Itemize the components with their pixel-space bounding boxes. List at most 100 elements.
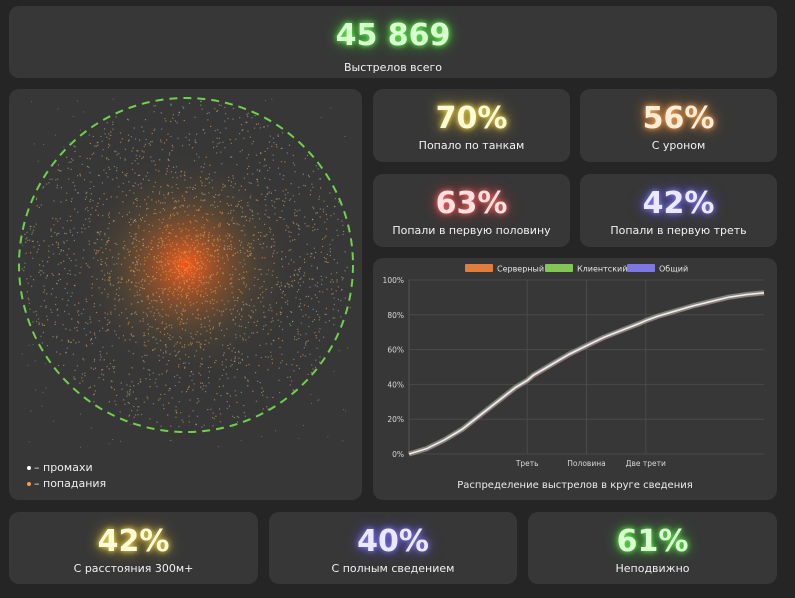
miss-point — [304, 158, 306, 160]
miss-point — [316, 268, 318, 270]
hit-point — [104, 262, 106, 264]
miss-point — [157, 244, 159, 246]
miss-point — [59, 170, 61, 172]
miss-point — [333, 317, 336, 319]
miss-point — [202, 200, 204, 202]
miss-point — [106, 352, 108, 354]
hit-point — [178, 366, 180, 368]
miss-point — [252, 218, 254, 220]
miss-point — [203, 263, 205, 265]
hit-point — [271, 238, 273, 240]
legend-swatch — [545, 264, 573, 272]
miss-point — [312, 218, 314, 220]
hit-point — [236, 368, 238, 370]
hit-point — [213, 227, 215, 229]
hit-point — [201, 358, 203, 360]
hit-point — [149, 144, 151, 146]
miss-point — [346, 266, 348, 269]
hit-point — [257, 238, 259, 240]
hit-point — [192, 279, 194, 281]
hit-point — [160, 237, 162, 239]
miss-point — [113, 366, 116, 368]
hit-point — [48, 256, 50, 258]
miss-point — [245, 303, 247, 305]
miss-point — [242, 129, 244, 131]
miss-point — [312, 186, 314, 188]
hit-point — [168, 337, 170, 339]
miss-point — [347, 347, 349, 349]
hit-point — [261, 387, 263, 389]
hit-point — [126, 317, 128, 319]
miss-point — [178, 381, 180, 383]
hit-point — [196, 341, 198, 343]
legend-misses: – промахи — [27, 461, 93, 474]
miss-point — [178, 248, 180, 250]
hit-point — [143, 229, 145, 232]
miss-point — [219, 310, 221, 312]
miss-point — [290, 249, 292, 251]
miss-point — [118, 300, 120, 302]
miss-point — [161, 148, 163, 151]
hit-point — [161, 238, 163, 240]
hit-point — [97, 144, 99, 146]
miss-point — [139, 206, 141, 208]
miss-point — [231, 282, 233, 284]
miss-point — [122, 335, 124, 337]
miss-point — [251, 310, 253, 312]
miss-point — [209, 320, 211, 322]
miss-point — [154, 128, 156, 130]
miss-point — [210, 255, 212, 257]
miss-point — [214, 171, 216, 174]
miss-point — [99, 198, 101, 200]
miss-point — [230, 156, 232, 158]
chart-title: Распределение выстрелов в круге сведения — [457, 480, 693, 491]
miss-point — [70, 295, 72, 297]
hit-point — [304, 261, 306, 263]
hit-point — [234, 252, 236, 254]
miss-point — [133, 185, 135, 187]
miss-point — [91, 153, 93, 156]
miss-point — [90, 427, 92, 429]
miss-point — [253, 284, 255, 287]
miss-point — [310, 256, 312, 258]
miss-point — [140, 219, 142, 221]
miss-point — [164, 327, 166, 329]
miss-point — [64, 287, 66, 289]
hit-point — [179, 358, 181, 360]
y-tick-label: 40% — [387, 380, 404, 389]
miss-point — [85, 196, 88, 198]
miss-point — [56, 234, 58, 236]
miss-point — [72, 339, 75, 341]
hit-point — [229, 283, 231, 285]
hit-point — [263, 305, 265, 307]
hit-point — [284, 161, 286, 163]
miss-point — [66, 292, 68, 294]
hit-point — [93, 332, 96, 334]
miss-point — [67, 341, 70, 343]
miss-point — [83, 308, 85, 310]
miss-point — [114, 242, 116, 244]
hit-point — [181, 328, 183, 330]
miss-point — [196, 293, 198, 295]
hit-point — [241, 292, 243, 294]
miss-point — [210, 276, 212, 278]
miss-point — [277, 319, 279, 321]
hit-point — [160, 186, 162, 188]
hit-point — [185, 270, 187, 272]
miss-point — [131, 168, 134, 171]
y-tick-label: 80% — [387, 311, 404, 320]
miss-point — [207, 315, 209, 318]
miss-point — [108, 237, 110, 239]
miss-point — [162, 308, 164, 310]
miss-point — [335, 290, 337, 292]
miss-point — [321, 283, 323, 285]
miss-point — [115, 151, 117, 153]
hit-point — [124, 174, 126, 176]
hit-point — [126, 281, 128, 283]
hit-point — [219, 239, 221, 241]
miss-point — [217, 446, 219, 448]
miss-point — [57, 164, 59, 166]
miss-point — [155, 338, 157, 340]
miss-point — [326, 261, 328, 263]
miss-point — [69, 273, 71, 275]
